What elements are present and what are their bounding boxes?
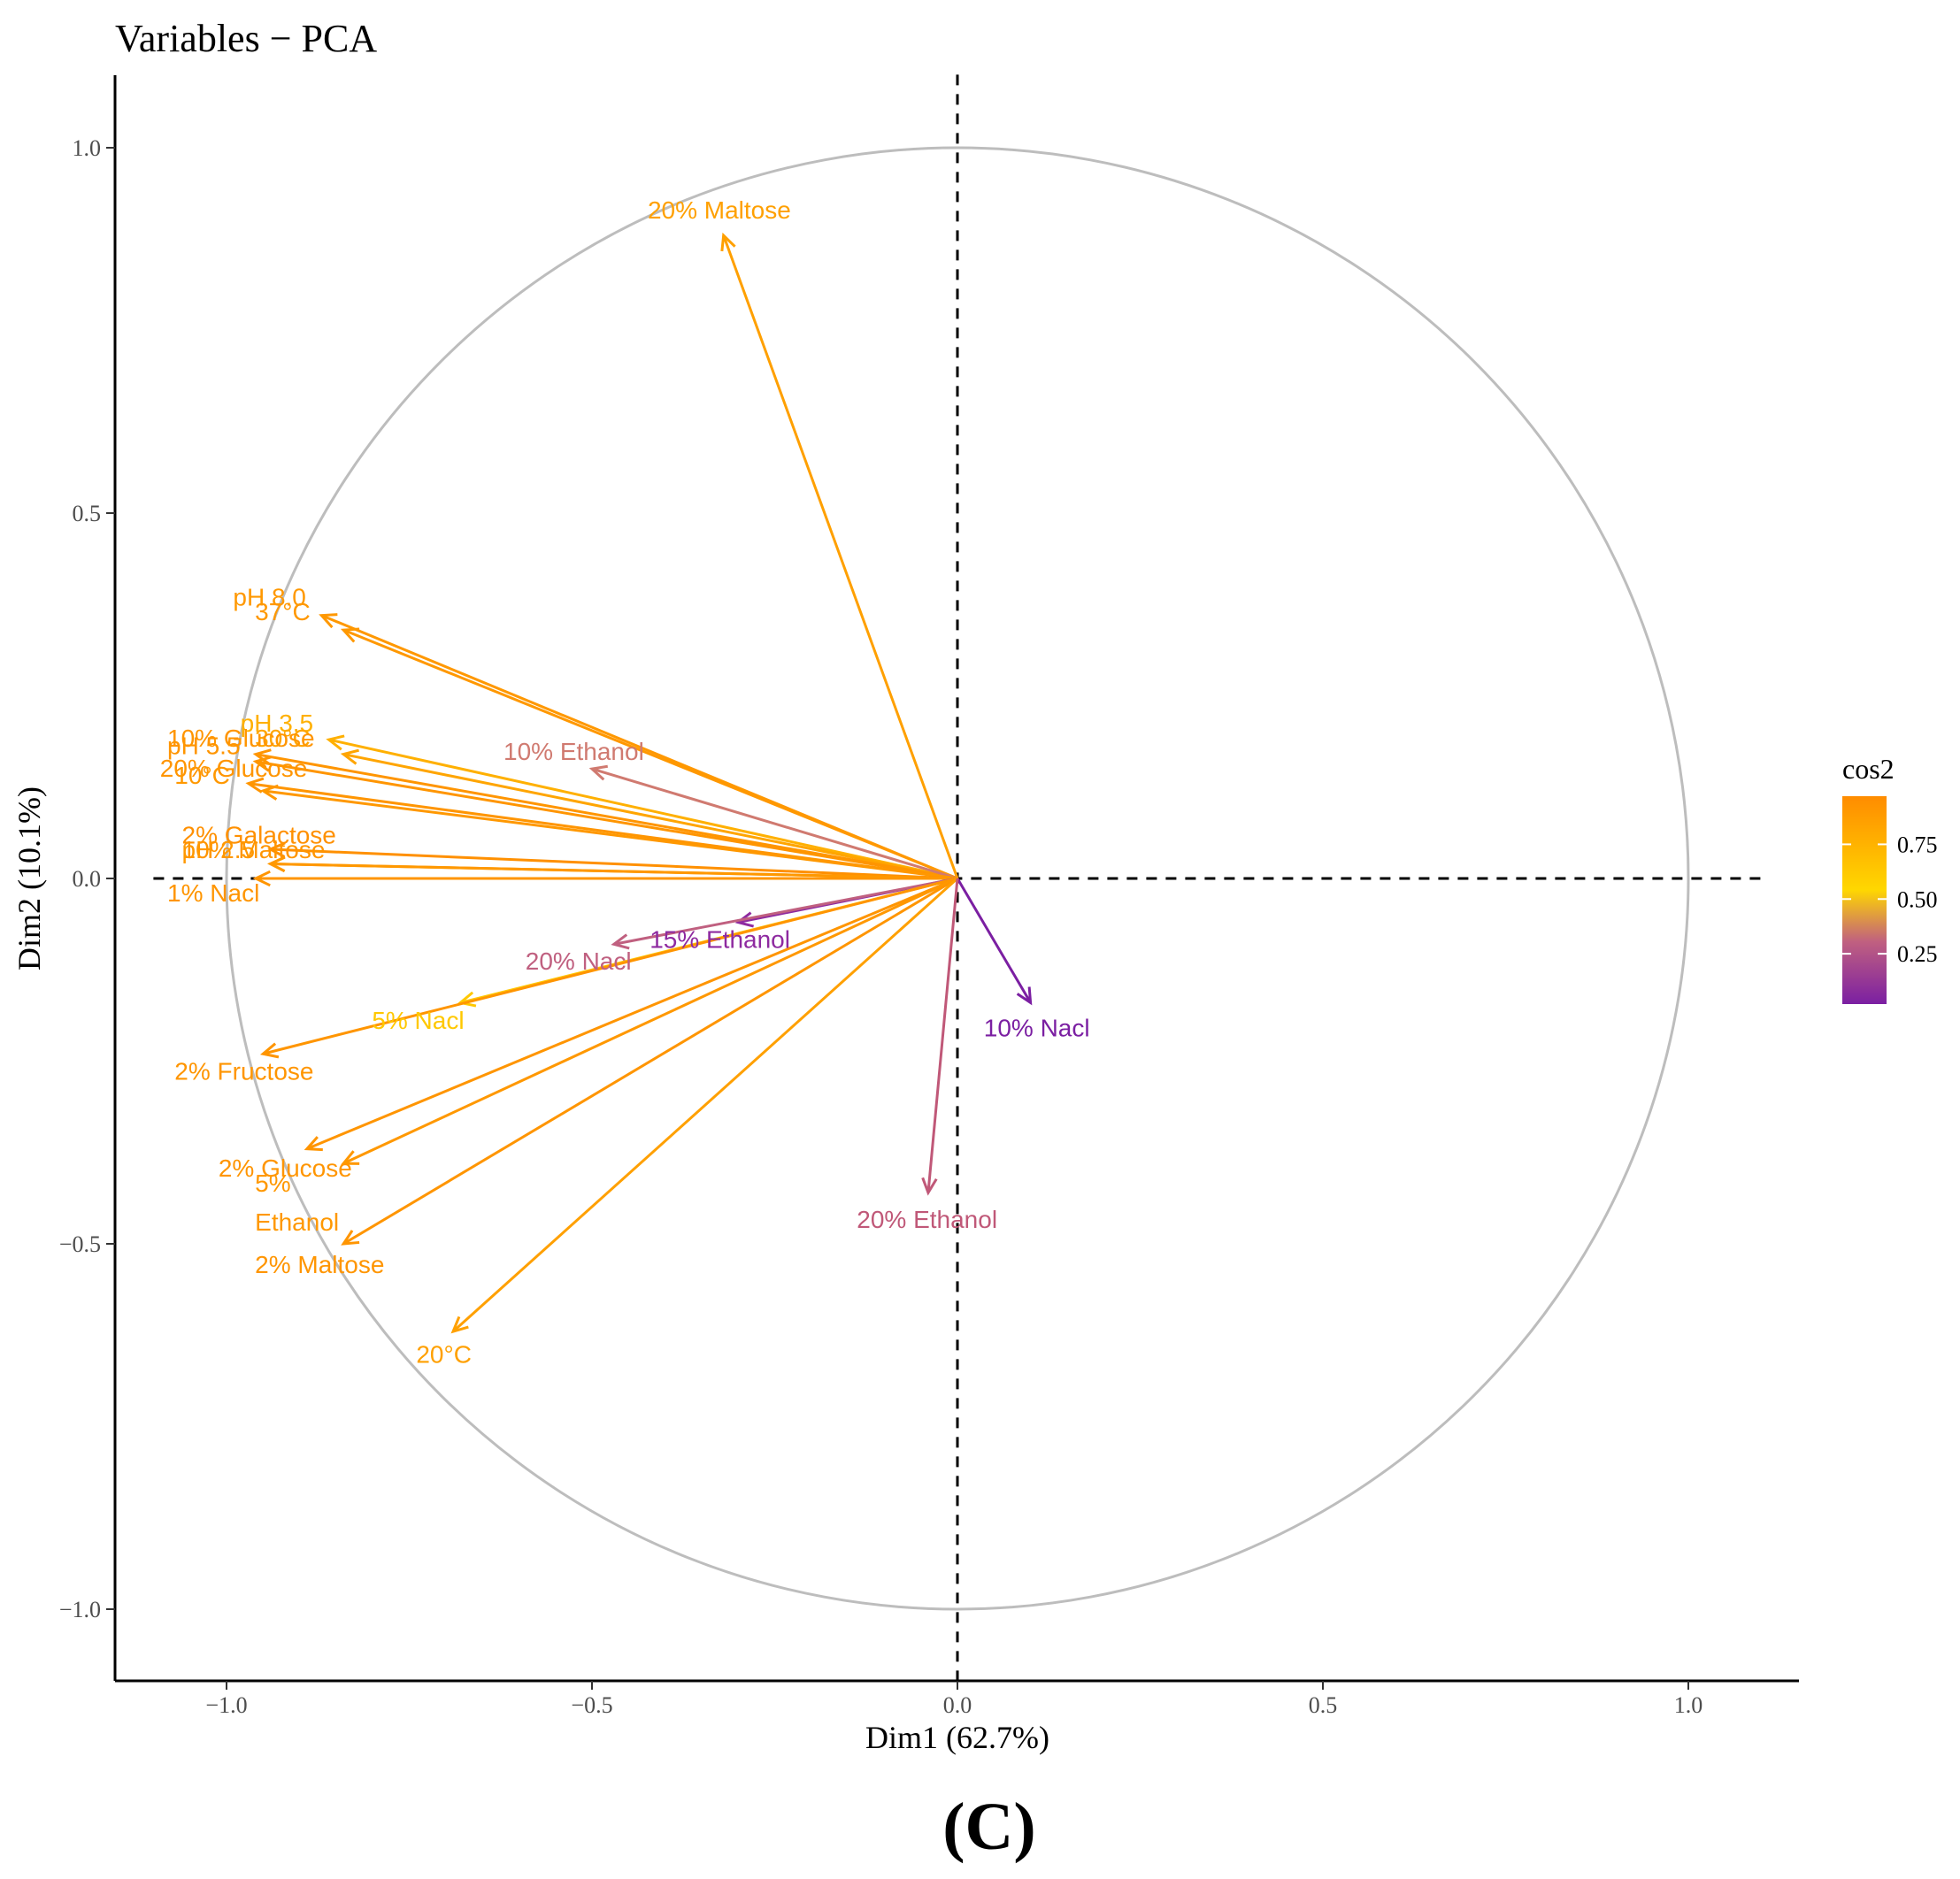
arrow-head [259, 1042, 280, 1059]
variable-label: 10% Nacl [984, 1014, 1090, 1041]
variable-label: 2% Glucose [219, 1154, 352, 1182]
variable-label: 2% Galactose [182, 821, 336, 848]
variable-label: 2% Fructose [174, 1058, 313, 1085]
variable-label: 37°C [255, 598, 311, 625]
legend-title: cos2 [1842, 753, 1895, 785]
x-tick-label: 0.0 [943, 1692, 972, 1718]
x-tick-label: −0.5 [571, 1692, 612, 1718]
arrow-head [252, 870, 271, 887]
x-tick-label: −1.0 [205, 1692, 247, 1718]
cos2-legend: cos2 0.25 0.50 0.75 [1842, 753, 1938, 1004]
arrow-head [611, 933, 630, 950]
arrow-head [340, 748, 359, 765]
y-tick-label: 0.0 [73, 866, 102, 892]
variable-arrow [262, 877, 958, 1055]
x-tick-label: 0.5 [1309, 1692, 1338, 1718]
arrow-head [252, 748, 272, 765]
chart-title: Variables − PCA [115, 17, 377, 60]
variable-arrow [342, 877, 958, 1246]
y-axis-title: Dim2 (10.1%) [12, 786, 47, 970]
y-tick-label: −1.0 [59, 1597, 101, 1622]
variable-arrow [452, 877, 959, 1333]
x-tick-label: 1.0 [1674, 1692, 1703, 1718]
x-axis-title: Dim1 (62.7%) [865, 1720, 1049, 1755]
legend-ticks: 0.25 0.50 0.75 [1842, 832, 1938, 967]
arrow-head [734, 911, 755, 928]
variable-arrow [722, 234, 959, 879]
variable-arrow [926, 878, 959, 1193]
arrow-head [1016, 986, 1033, 1006]
axis-ticks: −1.0 −0.5 0.0 0.5 1.0 −1.0 −0.5 0.0 0.5 1.0 [59, 135, 1703, 1718]
variable-arrow [328, 738, 958, 880]
variable-label: pH 8.0 [233, 583, 306, 610]
variable-arrow [591, 767, 958, 880]
y-tick-label: −0.5 [59, 1231, 101, 1257]
variable-label: 2% Maltose [255, 1251, 384, 1278]
variable-label: pH 5.5 [167, 732, 240, 760]
plot-area: −1.0 −0.5 0.0 0.5 1.0 −1.0 −0.5 0.0 0.5 1.0 20% M… [59, 74, 1799, 1718]
arrow-head [267, 855, 286, 872]
arrow-head [450, 1315, 469, 1334]
variable-label: 10% Glucose [167, 725, 315, 752]
variable-arrow [306, 877, 958, 1151]
variable-arrow [342, 877, 958, 1165]
variable-label: 10°C [174, 762, 230, 789]
variable-label: 1% Nacl [167, 879, 259, 907]
variable-label: 5% Ethanol [255, 1170, 339, 1236]
variable-arrow [255, 760, 958, 880]
variable-label: 20% Ethanol [857, 1206, 997, 1233]
variable-label: 30°C [255, 725, 311, 752]
variable-arrow [342, 628, 958, 880]
arrow-head [245, 777, 265, 794]
arrow-head [252, 755, 272, 772]
arrow-head [720, 232, 736, 252]
panel-label: (C) [942, 1790, 1036, 1864]
variable-label: 10% Ethanol [503, 738, 644, 765]
arrow-head [341, 1150, 360, 1165]
legend-tick-label: 0.25 [1897, 941, 1938, 967]
unit-circle [225, 146, 1690, 1611]
y-tick-label: 0.5 [73, 501, 102, 526]
variable-arrow [270, 847, 958, 880]
legend-tick-label: 0.50 [1897, 886, 1938, 912]
variable-label: pH 2.5 [182, 836, 256, 863]
variable-arrow [263, 789, 958, 880]
variable-label: 15% Ethanol [649, 925, 790, 953]
variable-label: 20% Nacl [526, 947, 632, 975]
arrow-head [326, 734, 345, 751]
variable-arrow [270, 862, 958, 880]
variable-label: pH 3.5 [241, 709, 314, 737]
variable-label: 20°C [416, 1340, 472, 1368]
arrow-head [259, 784, 279, 801]
arrow-head [267, 841, 286, 858]
arrow-head [921, 1177, 938, 1196]
variable-labels: 20% Maltose pH 8.037°C pH 3.530°C10% Gluco… [160, 196, 1090, 1369]
variable-arrow [342, 753, 958, 880]
variable-arrows [245, 232, 1033, 1334]
colorbar [1842, 796, 1887, 1004]
variable-arrow [956, 878, 1032, 1004]
variable-label: 20% Maltose [648, 196, 791, 224]
variable-arrow [613, 877, 958, 946]
arrow-head [588, 764, 609, 781]
arrow-head [304, 1136, 323, 1152]
variable-label: 10% Maltose [182, 836, 326, 863]
variable-label: 5% Nacl [372, 1007, 464, 1034]
arrow-head [319, 613, 338, 629]
legend-tick-label: 0.75 [1897, 832, 1938, 857]
arrow-head [340, 627, 360, 643]
arrow-head [341, 1230, 360, 1246]
y-tick-label: 1.0 [73, 135, 102, 161]
variable-label: 20% Glucose [160, 755, 308, 782]
